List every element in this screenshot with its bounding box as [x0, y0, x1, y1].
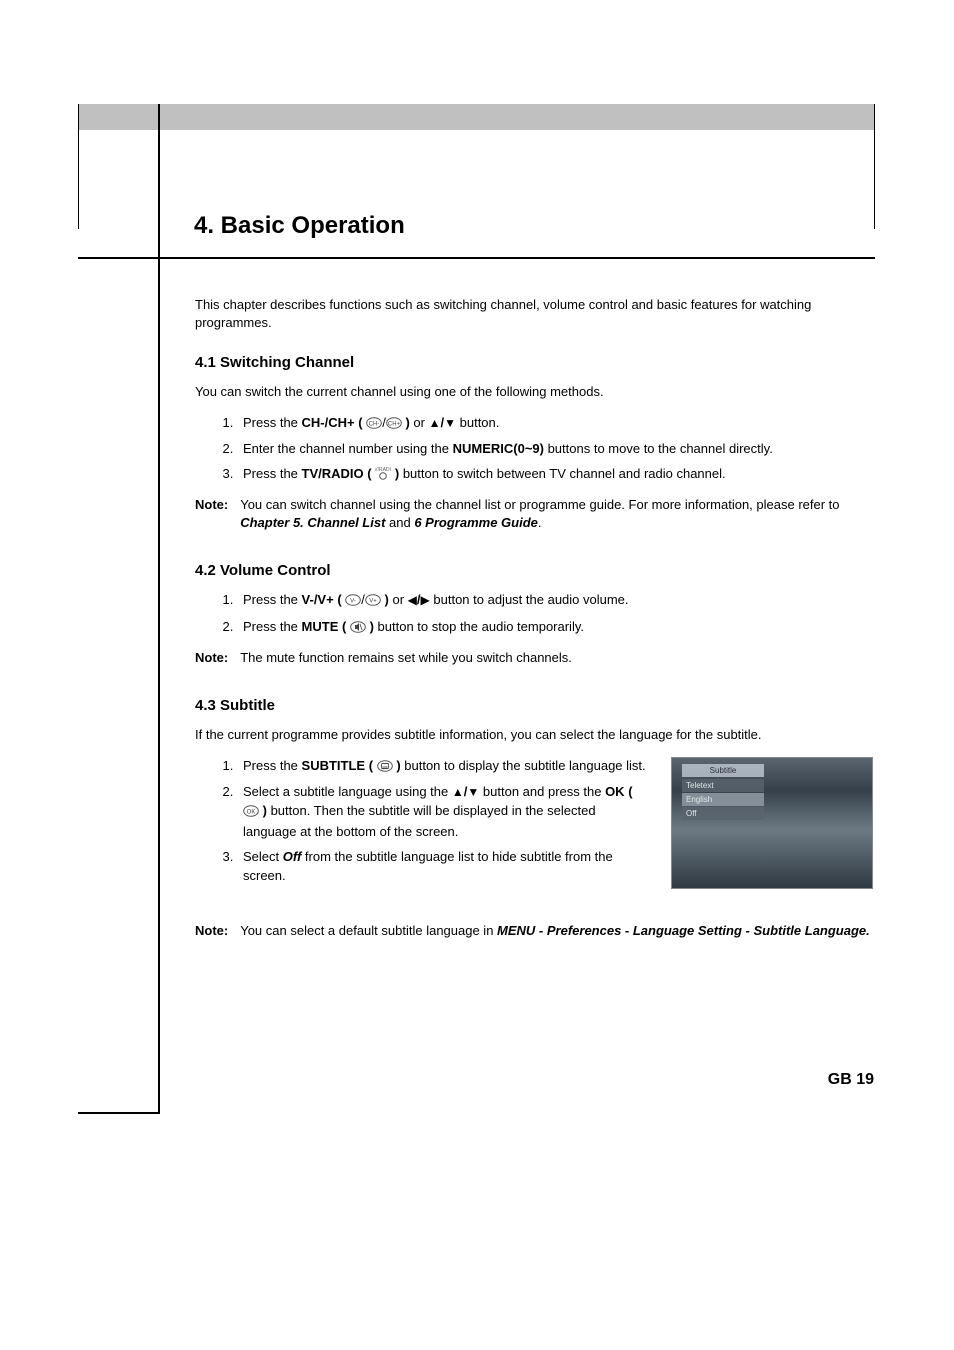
- down-arrow-icon: ▼: [444, 416, 456, 430]
- title-underline: [78, 257, 875, 259]
- vol-plus-icon: V+: [365, 593, 381, 612]
- svg-text:V+: V+: [369, 599, 377, 605]
- note-body: The mute function remains set while you …: [240, 649, 873, 667]
- section-41-lead: You can switch the current channel using…: [195, 383, 873, 401]
- tv-menu-title: Subtitle: [682, 764, 764, 777]
- ch-plus-icon: CH+: [386, 416, 402, 435]
- svg-text:CH+: CH+: [388, 421, 401, 427]
- section-43-body: Press the SUBTITLE ( ) button to display…: [195, 757, 873, 896]
- mute-icon: [350, 620, 366, 639]
- ch-minus-icon: CH-: [366, 416, 382, 435]
- section-41-note: Note: You can switch channel using the c…: [195, 496, 873, 532]
- note-label: Note:: [195, 922, 228, 940]
- tv-radio-icon: TV/RADIO: [375, 466, 391, 486]
- note-label: Note:: [195, 649, 228, 667]
- section-42-list: Press the V-/V+ ( V-/V+ ) or ◀/▶ button …: [195, 591, 873, 639]
- section-43-heading: 4.3 Subtitle: [195, 695, 873, 716]
- vol-minus-icon: V-: [345, 593, 361, 612]
- header-gray-strip: [79, 104, 874, 130]
- list-item: Press the TV/RADIO ( TV/RADIO ) button t…: [237, 465, 873, 486]
- manual-page: 4. Basic Operation This chapter describe…: [0, 0, 954, 1350]
- tv-subtitle-menu: Subtitle Teletext English Off: [682, 764, 764, 822]
- list-item: Press the V-/V+ ( V-/V+ ) or ◀/▶ button …: [237, 591, 873, 612]
- subtitle-icon: [377, 759, 393, 778]
- svg-text:TV/RADIO: TV/RADIO: [375, 467, 391, 473]
- list-item: Enter the channel number using the NUMER…: [237, 440, 873, 459]
- intro-paragraph: This chapter describes functions such as…: [195, 296, 873, 332]
- section-42-note: Note: The mute function remains set whil…: [195, 649, 873, 667]
- list-item: Select Off from the subtitle language li…: [237, 848, 649, 886]
- section-41-heading: 4.1 Switching Channel: [195, 352, 873, 373]
- chapter-title: 4. Basic Operation: [194, 209, 405, 243]
- tv-menu-item: Off: [682, 807, 764, 820]
- chapter-header-band: 4. Basic Operation: [78, 104, 875, 229]
- up-arrow-icon: ▲: [429, 416, 441, 430]
- bottom-corner-rule: [78, 1112, 158, 1114]
- note-label: Note:: [195, 496, 228, 532]
- down-arrow-icon: ▼: [467, 785, 479, 799]
- tv-menu-item: Teletext: [682, 779, 764, 792]
- up-arrow-icon: ▲: [452, 785, 464, 799]
- list-item: Select a subtitle language using the ▲/▼…: [237, 783, 649, 842]
- section-43-left: Press the SUBTITLE ( ) button to display…: [195, 757, 649, 896]
- tv-screenshot: Subtitle Teletext English Off: [671, 757, 873, 889]
- list-item: Press the MUTE ( ) button to stop the au…: [237, 618, 873, 639]
- content-area: This chapter describes functions such as…: [195, 296, 873, 948]
- note-body: You can select a default subtitle langua…: [240, 922, 873, 940]
- page-number: GB 19: [828, 1069, 874, 1091]
- section-43-lead: If the current programme provides subtit…: [195, 726, 873, 744]
- right-arrow-icon: ▶: [421, 593, 430, 607]
- ok-icon: OK: [243, 804, 259, 823]
- section-43-list: Press the SUBTITLE ( ) button to display…: [195, 757, 649, 886]
- left-arrow-icon: ◀: [408, 593, 417, 607]
- list-item: Press the CH-/CH+ ( CH-/CH+ ) or ▲/▼ but…: [237, 414, 873, 435]
- section-43-note: Note: You can select a default subtitle …: [195, 922, 873, 940]
- svg-text:CH-: CH-: [369, 421, 380, 427]
- list-item: Press the SUBTITLE ( ) button to display…: [237, 757, 649, 778]
- tv-menu-item: English: [682, 793, 764, 806]
- section-41-list: Press the CH-/CH+ ( CH-/CH+ ) or ▲/▼ but…: [195, 414, 873, 487]
- svg-text:V-: V-: [350, 599, 356, 605]
- svg-text:OK: OK: [247, 810, 256, 816]
- left-vertical-rule: [158, 104, 160, 1114]
- note-body: You can switch channel using the channel…: [240, 496, 873, 532]
- section-42-heading: 4.2 Volume Control: [195, 560, 873, 581]
